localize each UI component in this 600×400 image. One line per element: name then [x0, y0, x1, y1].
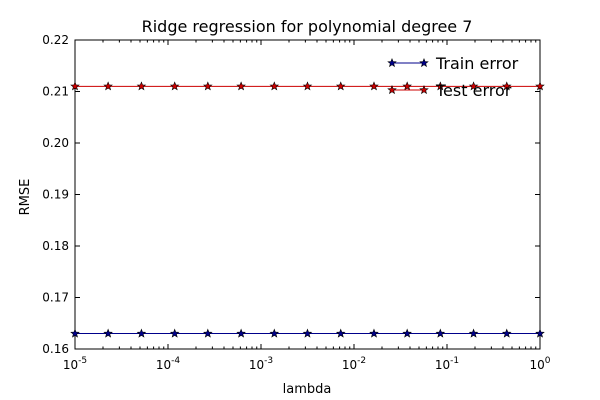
legend-test-error-marker — [387, 84, 397, 95]
train-error-point — [435, 328, 446, 338]
legend-test-error-marker — [419, 84, 429, 95]
test-error-point — [70, 81, 80, 91]
test-error-point — [501, 81, 512, 91]
test-error-point — [103, 81, 113, 91]
test-error-point — [402, 81, 412, 91]
y-axis-label: RMSE — [18, 179, 33, 216]
train-error-point — [402, 328, 412, 338]
x-tick-label: 10-1 — [435, 356, 459, 372]
test-error-point — [203, 81, 213, 91]
train-error-point — [335, 328, 346, 338]
train-error-point — [70, 328, 80, 338]
legend-train-error-marker — [419, 57, 429, 68]
train-error-point — [269, 328, 280, 338]
legend-train-error-marker — [387, 57, 397, 68]
train-error-point — [169, 328, 180, 338]
y-tick-label: 0.21 — [42, 85, 69, 99]
train-error-point — [468, 328, 479, 338]
test-error-point — [468, 81, 479, 91]
x-tick-label: 10-4 — [156, 356, 181, 372]
chart-title: Ridge regression for polynomial degree 7 — [142, 17, 473, 36]
x-tick-label: 100 — [529, 356, 550, 372]
legend-test-error-label: Test error — [435, 81, 512, 100]
y-tick-label: 0.18 — [42, 239, 69, 253]
test-error-point — [369, 81, 379, 91]
test-error-point — [169, 81, 180, 91]
y-tick-label: 0.20 — [42, 136, 69, 150]
y-tick-label: 0.19 — [42, 188, 69, 202]
x-tick-label: 10-3 — [249, 356, 273, 372]
train-error-point — [103, 328, 113, 338]
y-tick-label: 0.17 — [42, 291, 69, 305]
x-axis-label: lambda — [283, 382, 332, 397]
y-tick-label: 0.16 — [42, 342, 69, 356]
test-error-point — [302, 81, 313, 91]
train-error-point — [369, 328, 379, 338]
test-error-point — [335, 81, 346, 91]
y-tick-label: 0.22 — [42, 33, 69, 47]
plot-area: 0.16 0.17 0.18 0.19 0.20 0.21 0.22 10-5 10-4 10-3… — [42, 33, 550, 372]
test-error-point — [435, 81, 446, 91]
test-error-point — [236, 81, 246, 91]
train-error-point — [136, 328, 147, 338]
x-tick-label: 10-2 — [342, 356, 366, 372]
train-error-point — [302, 328, 313, 338]
train-error-point — [535, 328, 545, 338]
x-tick-label: 10-5 — [63, 356, 87, 372]
test-error-point — [269, 81, 280, 91]
train-error-point — [501, 328, 512, 338]
test-error-point — [136, 81, 147, 91]
legend-train-error-label: Train error — [435, 54, 519, 73]
test-error-point — [535, 81, 545, 91]
train-error-point — [236, 328, 246, 338]
train-error-point — [203, 328, 213, 338]
